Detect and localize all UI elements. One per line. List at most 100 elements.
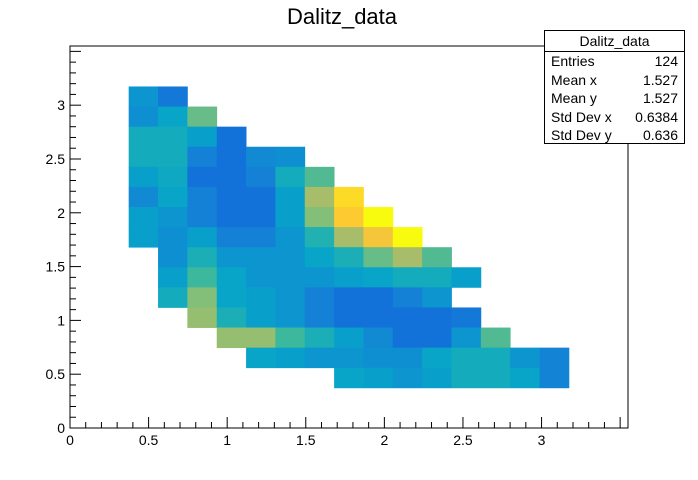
heatmap-cell: [422, 287, 452, 308]
heatmap-cell: [216, 307, 247, 328]
y-tick-label: 1: [57, 312, 65, 328]
stats-row-mean-y: Mean y 1.527: [545, 89, 684, 108]
heatmap-cell: [392, 367, 423, 389]
heatmap-cell: [246, 227, 276, 248]
heatmap-cell: [392, 287, 423, 308]
heatmap-cell: [334, 227, 364, 248]
heatmap-cell: [422, 307, 452, 328]
heatmap-cell: [216, 287, 247, 308]
stats-value: 1.527: [642, 90, 678, 106]
heatmap-cell: [304, 287, 335, 308]
heatmap-cell: [187, 186, 218, 208]
heatmap-cell: [158, 207, 188, 228]
y-tick-label: 0: [57, 420, 65, 436]
heatmap-cell: [158, 267, 188, 288]
heatmap-cell: [275, 207, 306, 228]
heatmap-cell: [363, 327, 394, 349]
heatmap-cell: [480, 327, 511, 349]
heatmap-cell: [246, 166, 276, 188]
heatmap-cell: [216, 186, 247, 208]
heatmap-cell: [304, 267, 335, 288]
heatmap-cell: [392, 307, 423, 328]
heatmap-cell: [539, 347, 570, 369]
heatmap-cell: [128, 126, 159, 148]
stats-value: 124: [654, 53, 678, 69]
heatmap-cell: [246, 347, 276, 369]
y-tick-label: 2: [57, 205, 65, 221]
heatmap-cell: [275, 347, 306, 369]
stats-label: Std Dev y: [551, 127, 612, 143]
heatmap-cell: [158, 106, 188, 128]
stats-value: 1.527: [642, 71, 678, 88]
heatmap-cell: [334, 307, 364, 328]
heatmap-cell: [275, 327, 306, 349]
y-tick-label: 0.5: [46, 366, 66, 382]
heatmap-cell: [275, 287, 306, 308]
heatmap-cell: [363, 347, 394, 369]
heatmap-cell: [246, 186, 276, 208]
x-tick-label: 0.5: [139, 432, 159, 448]
y-tick-label: 1.5: [46, 259, 66, 275]
heatmap-cell: [363, 227, 394, 248]
heatmap-cell: [363, 307, 394, 328]
stats-box: Dalitz_data Entries 124 Mean x 1.527 Mea…: [544, 30, 685, 144]
heatmap-cell: [187, 146, 218, 168]
stats-label: Std Dev x: [551, 108, 612, 125]
heatmap-cell: [539, 367, 570, 389]
heatmap-cells: [128, 86, 570, 389]
heatmap-cell: [246, 307, 276, 328]
heatmap-cell: [216, 126, 247, 148]
heatmap-cell: [363, 267, 394, 288]
heatmap-cell: [392, 247, 423, 268]
heatmap-cell: [128, 227, 159, 248]
heatmap-cell: [216, 207, 247, 228]
stats-row-mean-x: Mean x 1.527: [545, 71, 684, 90]
x-tick-label: 2: [380, 432, 388, 448]
heatmap-cell: [275, 227, 306, 248]
y-axis: 0 0.5 1 1.5 2 2.5 3: [46, 50, 81, 436]
heatmap-cell: [187, 227, 218, 248]
heatmap-cell: [304, 186, 335, 208]
heatmap-cell: [216, 146, 247, 168]
x-tick-label: 2.5: [453, 432, 473, 448]
heatmap-cell: [246, 287, 276, 308]
heatmap-cell: [275, 247, 306, 268]
heatmap-cell: [304, 207, 335, 228]
heatmap-cell: [187, 126, 218, 148]
heatmap-cell: [334, 347, 364, 369]
heatmap-cell: [422, 347, 452, 369]
heatmap-cell: [304, 347, 335, 369]
heatmap-cell: [304, 327, 335, 349]
x-tick-label: 1.5: [296, 432, 316, 448]
stats-value: 0.636: [642, 127, 678, 143]
heatmap-cell: [451, 347, 482, 369]
heatmap-cell: [275, 146, 306, 168]
stats-label: Mean y: [551, 90, 597, 106]
heatmap-cell: [275, 166, 306, 188]
heatmap-cell: [187, 166, 218, 188]
heatmap-cell: [304, 247, 335, 268]
heatmap-cell: [334, 247, 364, 268]
heatmap-cell: [392, 267, 423, 288]
heatmap-cell: [187, 287, 218, 308]
heatmap-cell: [128, 86, 159, 107]
heatmap-cell: [304, 227, 335, 248]
x-axis: 0 0.5 1 1.5 2 2.5 3: [66, 417, 621, 448]
heatmap-cell: [451, 307, 482, 328]
heatmap-cell: [422, 327, 452, 349]
heatmap-cell: [216, 247, 247, 268]
heatmap-cell: [158, 86, 188, 107]
heatmap-cell: [128, 166, 159, 188]
x-tick-label: 3: [538, 432, 546, 448]
stats-label: Entries: [551, 53, 595, 69]
heatmap-cell: [187, 307, 218, 328]
heatmap-cell: [422, 267, 452, 288]
stats-row-stddev-x: Std Dev x 0.6384: [545, 108, 684, 127]
x-tick-label: 1: [223, 432, 231, 448]
heatmap-cell: [422, 247, 452, 268]
heatmap-cell: [158, 247, 188, 268]
heatmap-cell: [480, 367, 511, 389]
heatmap-cell: [158, 166, 188, 188]
heatmap-cell: [363, 207, 394, 228]
